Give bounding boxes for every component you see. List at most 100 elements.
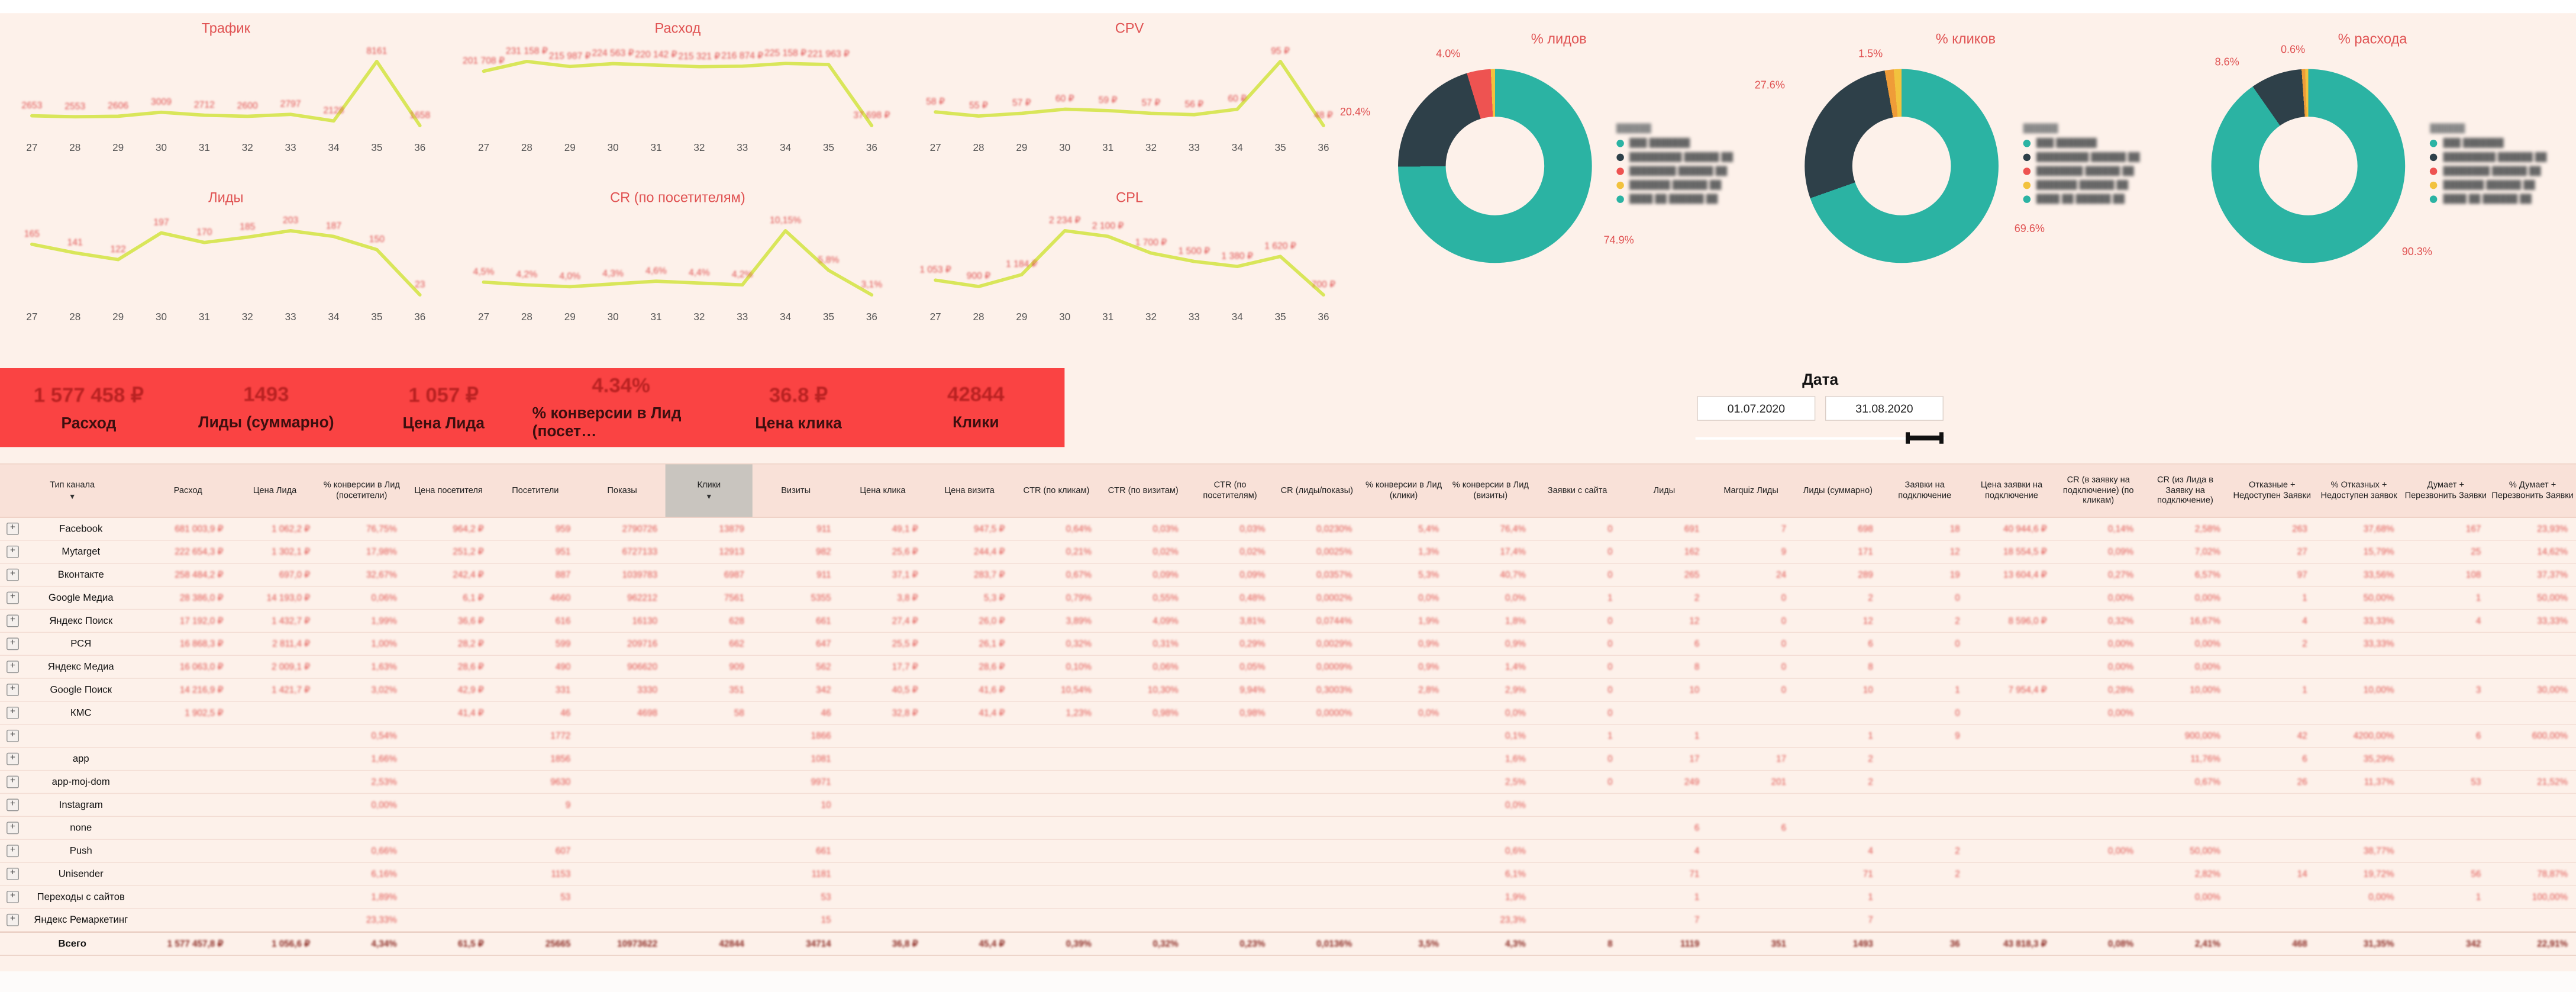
expand-plus-icon[interactable]: + [7, 729, 19, 742]
column-header[interactable]: Цена заявки на подключение [1968, 464, 2055, 517]
metric-cell: 1866 [811, 730, 831, 741]
channel-cell: + app [0, 748, 144, 769]
expand-plus-icon[interactable]: + [7, 637, 19, 650]
column-header[interactable]: CTR (по посетителям) [1187, 464, 1274, 517]
expand-plus-icon[interactable]: + [7, 684, 19, 696]
column-header[interactable]: Заявки с сайта [1534, 464, 1621, 517]
donut-title: % лидов [1531, 31, 1587, 47]
column-header[interactable]: Посетители [492, 464, 579, 517]
date-start-input[interactable] [1697, 396, 1816, 421]
column-header[interactable]: % Отказных + Недоступен заявок [2316, 464, 2403, 517]
metric-cell [2142, 909, 2229, 931]
column-header[interactable]: CTR (по кликам) [1013, 464, 1100, 517]
column-header[interactable]: Клики ▼ [665, 464, 753, 517]
metric-cell: 71 [1689, 869, 1700, 879]
column-header[interactable]: Расход [144, 464, 231, 517]
channel-name: Google Медиа [48, 591, 114, 603]
metric-cell: 263 [2292, 524, 2307, 534]
metric-cell [666, 909, 753, 931]
metric-cell: 0 [1781, 685, 1787, 695]
date-end-input[interactable] [1825, 396, 1944, 421]
column-header[interactable]: CR (из Лида в Заявку на подключение) [2142, 464, 2229, 517]
column-header[interactable]: Цена клика [840, 464, 927, 517]
metric-cell: 15,79% [2363, 546, 2394, 557]
metric-cell: 0 [1607, 546, 1613, 557]
column-header[interactable]: CR (в заявку на подключение) (по кликам) [2055, 464, 2142, 517]
column-header[interactable]: Показы [579, 464, 666, 517]
column-header[interactable]: Отказные + Недоступен Заявки [2229, 464, 2316, 517]
expand-plus-icon[interactable]: + [7, 822, 19, 835]
date-range-slider[interactable] [1695, 431, 1945, 446]
column-header[interactable]: Думает + Перезвонить Заявки [2402, 464, 2489, 517]
metric-cell: 10 [1862, 685, 1873, 695]
metric-cell: 9,94% [1239, 685, 1266, 695]
expand-plus-icon[interactable]: + [7, 523, 19, 535]
metric-cell: 37,1 ₽ [892, 570, 918, 581]
column-header[interactable]: Заявки на подключение [1881, 464, 1968, 517]
column-header[interactable]: CTR (по визитам) [1100, 464, 1187, 517]
metric-cell [666, 748, 753, 769]
expand-plus-icon[interactable]: + [7, 661, 19, 674]
expand-plus-icon[interactable]: + [7, 868, 19, 880]
donut-chart: 74.9% 20.4% 4.0% [1340, 47, 1634, 263]
column-header[interactable]: CR (лиды/показы) [1273, 464, 1360, 517]
expand-plus-icon[interactable]: + [7, 798, 19, 811]
table-row: + Mytarget 222 654,3 ₽ 1 302,1 ₽ 17,98% 251,2… [0, 541, 2576, 564]
expand-plus-icon[interactable]: + [7, 591, 19, 604]
column-header[interactable]: % конверсии в Лид (посетители) [318, 464, 405, 517]
column-header[interactable]: Цена Лида [231, 464, 318, 517]
metric-cell [1360, 771, 1447, 793]
legend-label: ████ ██ ██████ ██ [2036, 194, 2125, 204]
metric-cell: 959 [555, 524, 571, 534]
expand-plus-icon[interactable]: + [7, 752, 19, 765]
expand-plus-icon[interactable]: + [7, 568, 19, 581]
metric-cell [1360, 840, 1447, 862]
expand-plus-icon[interactable]: + [7, 707, 19, 719]
column-header-label: Визиты [781, 485, 811, 495]
metric-cell: 7 954,4 ₽ [2008, 685, 2047, 695]
column-header[interactable]: Визиты [753, 464, 840, 517]
metric-cell: 2 [1868, 777, 1873, 787]
legend-label: ████████ ██████ ██ [1629, 166, 1728, 176]
donut-block-expense: % расхода 90.3% 8.6% 0.6% ██████ ███ ███████… [2175, 18, 2569, 368]
metric-cell: 15 [821, 914, 831, 925]
column-header[interactable]: % конверсии в Лид (клики) [1360, 464, 1447, 517]
expand-plus-icon[interactable]: + [7, 775, 19, 788]
legend-label: ████ ██ ██████ ██ [1629, 194, 1718, 204]
expand-plus-icon[interactable]: + [7, 845, 19, 858]
donut-callout: 74.9% [1603, 233, 1634, 246]
metric-cell: 10,30% [1147, 685, 1179, 695]
metric-cell: 7 [1781, 524, 1787, 534]
channel-cell: + [0, 725, 144, 747]
metric-cell: 5355 [811, 592, 831, 603]
metric-cell [2489, 748, 2576, 769]
column-header[interactable]: Лиды (суммарно) [1794, 464, 1881, 517]
metric-cell: 0,21% [1066, 546, 1092, 557]
column-header[interactable]: Marquiz Лиды [1707, 464, 1794, 517]
metric-cell: 0,0744% [1316, 616, 1352, 626]
metric-cell: 6 [1694, 639, 1700, 649]
expand-plus-icon[interactable]: + [7, 891, 19, 903]
line-chart-cr-visitors: CR (по посетителям) 4,5% 4,2% 4,0% 4,3% 4,6%… [452, 186, 904, 355]
column-header[interactable]: Лиды [1621, 464, 1707, 517]
column-header[interactable]: Цена посетителя [405, 464, 492, 517]
slider-handle[interactable] [1906, 432, 1944, 444]
legend-bullet-icon [2430, 153, 2438, 161]
expand-plus-icon[interactable]: + [7, 614, 19, 627]
donut-callout: 8.6% [2215, 55, 2239, 67]
expand-plus-icon[interactable]: + [7, 913, 19, 926]
metric-cell: 911 [816, 569, 831, 580]
svg-text:31: 31 [650, 311, 661, 323]
metric-cell: 1 [1868, 730, 1873, 741]
column-header[interactable]: % Думает + Перезвонить Заявки [2489, 464, 2576, 517]
column-header[interactable]: Тип канала ▼ [0, 464, 144, 517]
svg-text:30: 30 [156, 142, 167, 153]
column-header[interactable]: Цена визита [926, 464, 1013, 517]
column-header[interactable]: % конверсии в Лид (визиты) [1447, 464, 1534, 517]
metric-cell: 0,1% [1505, 730, 1526, 741]
metric-cell: 10,00% [2363, 685, 2394, 695]
metric-cell: 167 [2465, 524, 2481, 534]
metric-cell [579, 863, 666, 885]
expand-plus-icon[interactable]: + [7, 545, 19, 558]
metric-cell [926, 771, 1013, 793]
